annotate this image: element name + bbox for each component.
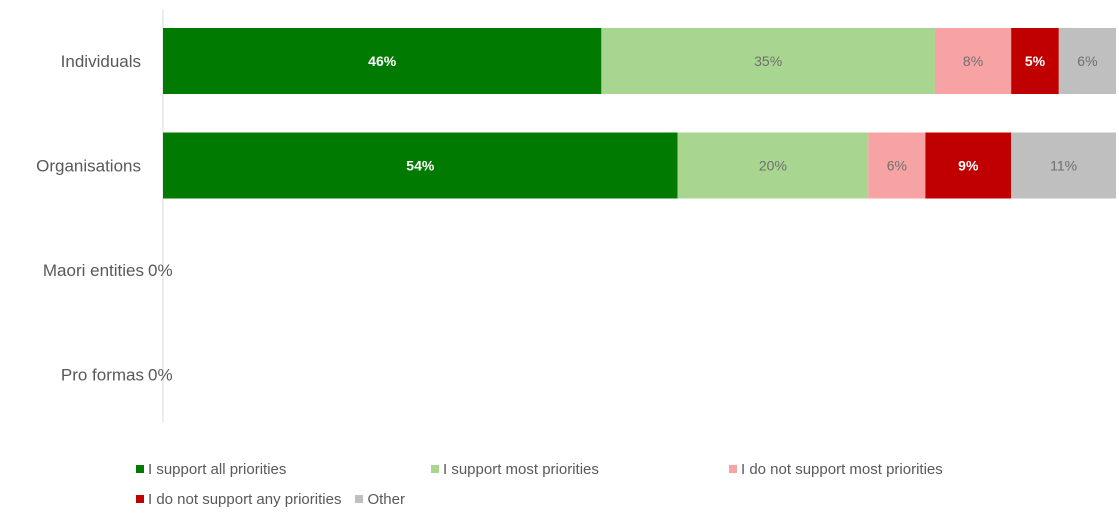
bar-segment-individuals-2 [934, 28, 1012, 94]
data-label-individuals-1: 35% [754, 53, 782, 69]
legend-label-not-support-any: I do not support any priorities [148, 490, 342, 508]
bar-segment-organisations-1 [677, 132, 869, 199]
legend-swatch-support-most [431, 465, 439, 473]
legend-swatch-other [355, 495, 364, 503]
chart-legend: I support all priorities I support most … [136, 454, 1096, 514]
data-label-individuals-4: 6% [1077, 53, 1097, 69]
zero-value-label-maori-entities: 0% [148, 261, 173, 280]
legend-label-support-most: I support most priorities [443, 460, 599, 478]
category-label-individuals: Individuals [61, 52, 141, 71]
legend-swatch-support-all [136, 465, 144, 473]
category-label-organisations: Organisations [36, 157, 141, 176]
bar-segment-organisations-4 [1011, 132, 1116, 199]
data-label-individuals-3: 5% [1025, 53, 1046, 69]
legend-swatch-not-support-most [729, 465, 737, 473]
legend-label-not-support-most: I do not support most priorities [741, 460, 943, 478]
category-label-pro-formas: Pro formas [61, 366, 144, 385]
bar-segment-organisations-3 [925, 132, 1012, 199]
bar-segment-organisations-2 [868, 132, 926, 199]
legend-item-support-most: I support most priorities [431, 461, 729, 478]
bar-segment-individuals-3 [1011, 28, 1059, 94]
category-label-maori-entities: Maori entities [43, 261, 144, 280]
legend-item-not-support-most: I do not support most priorities [729, 461, 943, 478]
legend-label-support-all: I support all priorities [148, 460, 287, 478]
data-label-individuals-0: 46% [368, 53, 397, 69]
legend-row-1: I support all priorities I support most … [136, 454, 1096, 484]
stacked-bar-chart: Individuals 46% 35% 8% 5% 6% Organisations 54% 2… [36, 10, 1116, 422]
data-label-organisations-3: 9% [958, 158, 979, 174]
legend-item-support-all: I support all priorities [136, 461, 431, 478]
legend-item-not-support-any: I do not support any priorities [136, 491, 341, 508]
data-label-organisations-4: 11% [1050, 158, 1077, 174]
data-label-organisations-1: 20% [759, 158, 787, 174]
data-label-organisations-2: 6% [887, 158, 907, 174]
data-label-individuals-2: 8% [963, 53, 983, 69]
legend-swatch-not-support-any [136, 495, 144, 503]
legend-label-other: Other [367, 490, 405, 508]
legend-row-2: I do not support any priorities Other [136, 484, 1096, 514]
data-label-organisations-0: 54% [406, 158, 435, 174]
bar-segment-individuals-4 [1058, 28, 1116, 94]
bar-segment-organisations-0 [163, 132, 678, 199]
bar-segment-individuals-1 [601, 28, 935, 94]
bar-segment-individuals-0 [163, 28, 602, 94]
zero-value-label-pro-formas: 0% [148, 366, 173, 385]
legend-item-other: Other [355, 491, 653, 508]
